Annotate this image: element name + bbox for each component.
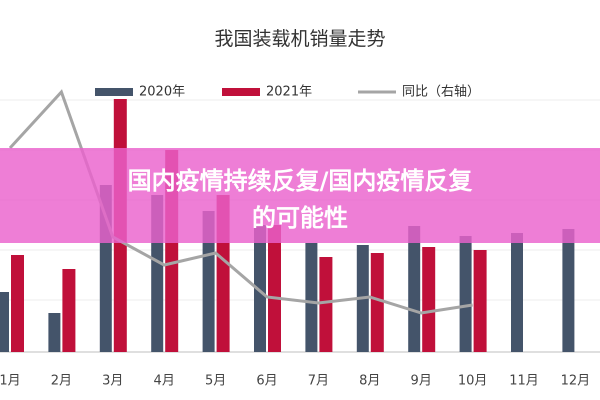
banner-background: [0, 148, 600, 243]
bar: [305, 243, 318, 352]
banner-text: 的可能性: [252, 204, 348, 232]
legend-label: 2020年: [139, 85, 185, 100]
x-tick-label: 9月: [411, 374, 432, 389]
legend-label: 2021年: [266, 85, 312, 100]
bar: [562, 229, 575, 352]
bar: [319, 257, 333, 352]
x-tick-label: 4月: [154, 374, 175, 389]
bar: [408, 226, 421, 352]
x-tick-label: 12月: [561, 374, 591, 389]
legend: 2020年 2021年 同比（右轴）: [95, 85, 480, 100]
x-tick-label: 8月: [359, 374, 380, 389]
banner-text: 国内疫情持续反复/国内疫情反复: [128, 167, 474, 195]
chart-title: 我国装载机销量走势: [214, 28, 385, 50]
legend-label: 同比（右轴）: [402, 85, 480, 100]
bar: [62, 269, 76, 352]
x-tick-label: 1月: [0, 374, 21, 389]
bar: [254, 225, 266, 352]
legend-swatch: [95, 88, 133, 96]
bar: [370, 253, 384, 352]
bar: [0, 292, 9, 352]
bar: [473, 250, 487, 352]
bar: [511, 233, 523, 352]
bar: [202, 211, 215, 352]
bar: [11, 255, 24, 352]
x-tick-label: 10月: [458, 374, 488, 389]
x-tick-label: 6月: [256, 374, 277, 389]
bar: [459, 236, 472, 352]
legend-swatch: [222, 88, 260, 96]
bar: [422, 247, 436, 352]
x-tick-label: 7月: [308, 374, 329, 389]
x-tick-label: 2月: [51, 374, 72, 389]
x-tick-label: 3月: [102, 374, 123, 389]
bar: [268, 225, 281, 352]
x-tick-label: 11月: [509, 374, 539, 389]
bar: [48, 313, 61, 352]
x-tick-label: 5月: [205, 374, 226, 389]
